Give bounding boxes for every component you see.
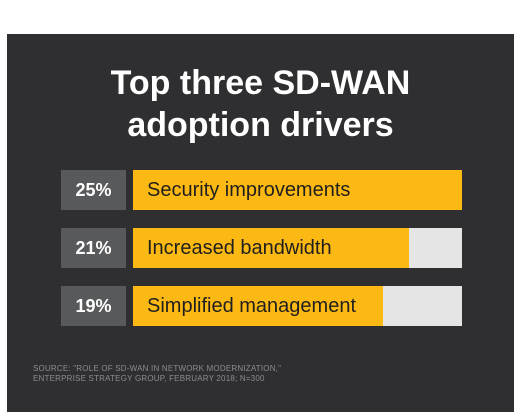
source-note: SOURCE: "ROLE OF SD-WAN IN NETWORK MODER…	[33, 364, 493, 384]
chart-title-line-2: adoption drivers	[127, 106, 394, 144]
bar-track: Simplified management	[133, 286, 462, 326]
source-line-1: SOURCE: "ROLE OF SD-WAN IN NETWORK MODER…	[33, 364, 282, 373]
bar-category-label: Security improvements	[147, 179, 351, 201]
bar-track: Security improvements	[133, 170, 462, 210]
source-line-2: ENTERPRISE STRATEGY GROUP, FEBRUARY 2018…	[33, 374, 265, 383]
chart-panel: Top three SD-WAN adoption drivers 25% Sec…	[7, 34, 514, 412]
bar	[133, 286, 383, 326]
bar	[133, 170, 462, 210]
chart-title: Top three SD-WAN adoption drivers	[7, 62, 514, 146]
bar-value-label: 25%	[61, 170, 126, 210]
bar-category-label: Increased bandwidth	[147, 237, 332, 259]
bar-value-label: 19%	[61, 286, 126, 326]
bar	[133, 228, 409, 268]
chart-title-line-1: Top three SD-WAN	[110, 64, 411, 102]
bar-track: Increased bandwidth	[133, 228, 462, 268]
bar-category-label: Simplified management	[147, 295, 356, 317]
bar-value-label: 21%	[61, 228, 126, 268]
